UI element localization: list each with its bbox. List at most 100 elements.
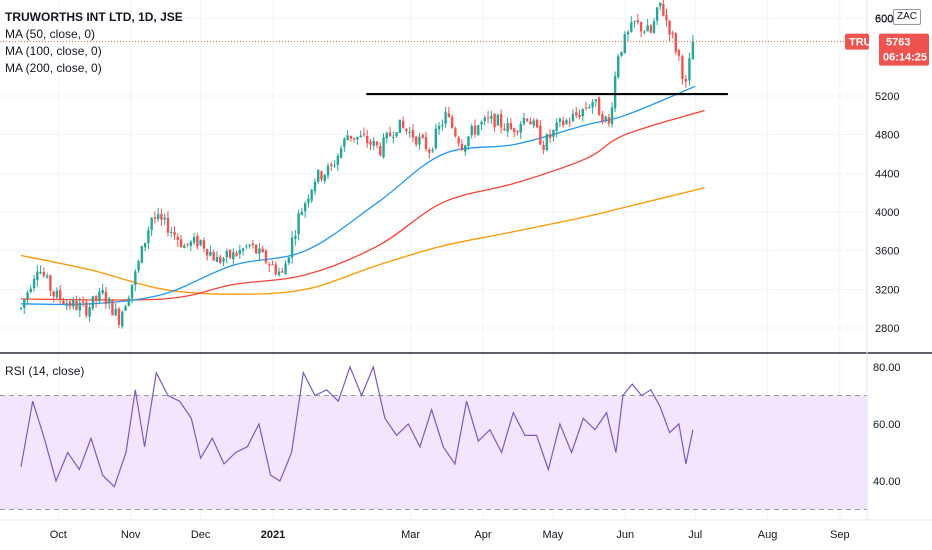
rsi-legend[interactable]: RSI (14, close): [5, 363, 84, 380]
candle: [464, 144, 467, 156]
candle-body: [561, 120, 565, 126]
symbol-title[interactable]: TRUWORTHS INT LTD, 1D, JSE: [5, 10, 183, 24]
candle-body: [516, 131, 519, 133]
price-badge-countdown: 06:14:25: [883, 52, 927, 64]
candle: [652, 17, 656, 34]
candle-body: [454, 128, 457, 137]
candle-body: [372, 141, 375, 146]
candle: [140, 245, 144, 264]
candle: [352, 137, 356, 143]
candle: [571, 109, 575, 122]
candle-body: [509, 123, 513, 130]
candle: [415, 135, 418, 147]
candle: [688, 52, 691, 86]
candle-body: [467, 136, 470, 147]
candle: [454, 126, 457, 138]
candle: [499, 109, 503, 134]
candle: [62, 297, 65, 305]
candle-body: [42, 272, 46, 277]
candle: [94, 295, 98, 308]
candle: [160, 208, 163, 226]
candle: [202, 237, 206, 252]
candle: [539, 119, 542, 146]
candle-body: [464, 145, 467, 152]
candle: [601, 110, 604, 125]
candle: [192, 232, 196, 246]
candle: [163, 213, 166, 226]
candle-body: [55, 290, 59, 298]
candle: [65, 298, 68, 311]
currency-label[interactable]: ZAC: [893, 9, 921, 25]
candle: [681, 54, 684, 85]
candle-body: [170, 231, 173, 233]
candle: [196, 233, 199, 250]
time-axis[interactable]: Oct Nov Dec 2021 Mar Apr May Jun Jul Aug Sep: [50, 529, 850, 541]
candle-body: [176, 236, 179, 240]
candle: [85, 300, 88, 318]
moving-average-lines: [20, 85, 705, 306]
candle-body: [477, 125, 480, 135]
time-tick-label: Oct: [50, 529, 67, 541]
candle-body: [23, 299, 26, 309]
candle-body: [39, 271, 42, 274]
candle-body: [307, 198, 310, 203]
candle: [604, 115, 607, 123]
candle-body: [264, 250, 268, 263]
ma100-legend[interactable]: MA (100, close, 0): [5, 44, 102, 58]
candle: [205, 248, 209, 261]
ma200-legend[interactable]: MA (200, close, 0): [5, 61, 102, 75]
candle-body: [241, 248, 245, 251]
candle: [594, 99, 598, 107]
main-legend: TRUWORTHS INT LTD, 1D, JSE MA (50, close…: [5, 9, 183, 77]
candle-body: [486, 117, 490, 119]
candle-body: [124, 306, 127, 311]
last-price-badge: TRU 5763 06:14:25: [845, 33, 929, 66]
candle: [58, 284, 62, 304]
candle-body: [633, 20, 636, 22]
candle: [333, 160, 336, 168]
candle-body: [310, 189, 313, 201]
candle-body: [147, 230, 150, 244]
candle-body: [179, 239, 183, 247]
candle: [101, 283, 104, 295]
candle-body: [607, 117, 611, 124]
candle: [232, 248, 235, 266]
time-tick-label: Aug: [758, 529, 778, 541]
candle: [460, 139, 464, 152]
candle-body: [470, 126, 473, 136]
candle: [153, 211, 157, 224]
candle-body: [356, 136, 359, 140]
candle: [143, 242, 147, 252]
candle: [398, 119, 402, 134]
candle-body: [205, 249, 209, 256]
candle: [431, 147, 434, 154]
candle-body: [519, 123, 522, 133]
price-tick-label: 4800: [875, 130, 899, 142]
candle: [91, 296, 95, 311]
ma50-line: [20, 85, 696, 306]
candle: [317, 169, 320, 184]
candle: [349, 135, 353, 142]
candle-body: [677, 50, 681, 56]
candle-body: [228, 249, 232, 258]
candle: [170, 226, 173, 238]
ma50-legend[interactable]: MA (50, close, 0): [5, 27, 96, 41]
candle-body: [303, 203, 307, 212]
candle: [72, 296, 75, 310]
candle: [662, 0, 665, 17]
candle-body: [512, 128, 516, 132]
candle: [375, 140, 379, 149]
candle-body: [581, 109, 584, 117]
price-tick-label: 5200: [875, 91, 899, 103]
candle: [542, 140, 545, 155]
candle-body: [437, 125, 441, 130]
candle-body: [450, 117, 454, 128]
candle: [516, 129, 519, 136]
candle: [424, 131, 428, 152]
candle: [215, 251, 219, 263]
rsi-axis[interactable]: 40.00 60.00 80.00: [873, 362, 901, 488]
candle-body: [665, 14, 668, 21]
candle-body: [369, 141, 372, 145]
